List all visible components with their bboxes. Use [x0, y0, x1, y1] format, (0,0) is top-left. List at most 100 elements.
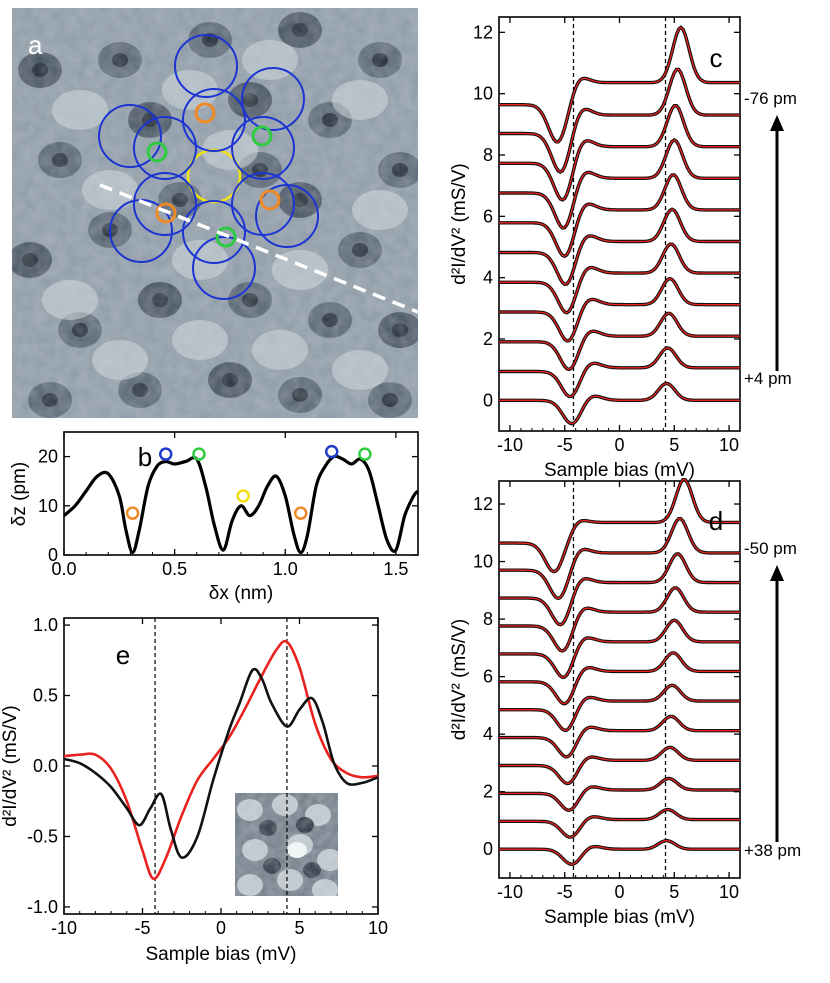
- blue-circle: [192, 236, 256, 300]
- y-tick-label: 12: [473, 22, 493, 42]
- spectrum-fit-line: [499, 312, 740, 371]
- blue-circle: [241, 67, 305, 131]
- spectrum-data-line: [499, 517, 740, 601]
- spectrum-data-line: [499, 25, 740, 144]
- y-tick-label: 8: [483, 609, 493, 629]
- spectrum-data-line: [499, 683, 740, 733]
- spectrum-data-line: [499, 618, 740, 680]
- x-tick-label: 10: [719, 435, 739, 455]
- spectrum-data-line: [499, 67, 740, 174]
- x-tick-label: 0.0: [51, 559, 76, 579]
- lattice-overlay: [98, 34, 419, 314]
- height-profile-line: [62, 454, 420, 555]
- panel-b-height-profile: 0.0 0.5 1.0 1.5 0 10 20 b δx (nm) δz (pm): [9, 431, 420, 604]
- x-tick-label: 10: [368, 918, 388, 938]
- x-tick-label: 5: [294, 918, 304, 938]
- panel-b-label: b: [138, 442, 152, 472]
- spectrum-data-line: [499, 651, 740, 706]
- profile-marker: [324, 444, 339, 459]
- x-tick-label: 0.5: [162, 559, 187, 579]
- spectrum-data-line: [499, 776, 740, 813]
- spectrum-fit-line: [499, 808, 740, 838]
- orange-circle: [194, 102, 216, 124]
- panel-c-xlabel: Sample bias (mV): [544, 460, 695, 481]
- spectrum-black-line: [63, 667, 379, 859]
- panel-d-label: d: [709, 506, 723, 536]
- spectrum-fit-line: [499, 26, 740, 143]
- blue-circle: [98, 104, 162, 168]
- y-tick-label: -0.5: [27, 826, 58, 846]
- y-tick-label: 6: [483, 206, 493, 226]
- panel-e-label: e: [116, 640, 130, 670]
- green-circle: [215, 226, 237, 248]
- panel-c-spectra: -10 -5 0 5 10 0 2 4 6 8 10 12 c Sample bias (mV) d²I/d…: [449, 16, 797, 481]
- spectrum-data-line: [499, 714, 740, 759]
- direction-arrow-head: [770, 565, 784, 581]
- spectrum-data-line: [499, 242, 740, 315]
- y-tick-label: 6: [483, 667, 493, 687]
- line-cut-dashed: [99, 183, 419, 314]
- x-tick-label: -5: [557, 882, 573, 902]
- x-tick-label: -5: [134, 918, 150, 938]
- spectrum-fit-line: [499, 105, 740, 201]
- spectrum-data-line: [499, 381, 740, 426]
- profile-marker: [293, 506, 308, 520]
- panel-c-label: c: [710, 43, 723, 73]
- y-tick-label: 2: [483, 329, 493, 349]
- y-tick-label: 4: [483, 724, 493, 744]
- spectrum-fit-line: [499, 174, 740, 257]
- y-tick-label: 0: [483, 839, 493, 859]
- x-tick-label: 5: [669, 882, 679, 902]
- profile-marker: [159, 447, 173, 461]
- profile-marker: [236, 489, 250, 503]
- y-tick-label: 8: [483, 145, 493, 165]
- blue-circle: [182, 88, 246, 152]
- spectrum-fit-line: [499, 347, 740, 398]
- profile-marker: [358, 447, 372, 461]
- spectrum-fit-line: [499, 243, 740, 314]
- panel-a-label: a: [28, 30, 43, 60]
- spectrum-fit-line: [499, 684, 740, 731]
- direction-arrow-head: [770, 115, 784, 131]
- panel-c-top-label: -76 pm: [744, 89, 797, 108]
- x-tick-label: -10: [51, 918, 77, 938]
- spectrum-fit-line: [499, 518, 740, 600]
- green-circle: [146, 141, 168, 163]
- spectrum-fit-line: [499, 587, 740, 652]
- spectrum-fit-line: [499, 777, 740, 811]
- x-tick-label: 0: [614, 435, 624, 455]
- y-tick-label: 4: [483, 268, 493, 288]
- y-tick-label: 2: [483, 782, 493, 802]
- y-tick-label: 20: [38, 447, 58, 467]
- spectrum-data-line: [499, 839, 740, 867]
- spectrum-fit-line: [499, 208, 740, 285]
- orange-circle: [259, 189, 281, 211]
- spectrum-data-line: [499, 478, 740, 574]
- panel-c-ylabel: d²I/dV² (mS/V): [449, 163, 470, 284]
- profile-marker: [125, 506, 140, 520]
- y-tick-label: 10: [38, 496, 58, 516]
- panel-d-bottom-label: +38 pm: [744, 841, 801, 860]
- x-tick-label: 5: [669, 435, 679, 455]
- spectrum-fit-line: [499, 382, 740, 425]
- spectrum-red-line: [63, 639, 379, 881]
- spectrum-fit-line: [499, 68, 740, 173]
- panel-b-ylabel: δz (pm): [9, 462, 30, 526]
- x-tick-label: -10: [497, 435, 523, 455]
- y-tick-label: 10: [473, 84, 493, 104]
- spectrum-data-line: [499, 104, 740, 202]
- panel-e-spectra: -10 -5 0 5 10 -1.0 -0.5 0.0 0.5 1.0 e Sample bias (…: [0, 615, 388, 965]
- panel-e-inset-image: [235, 793, 338, 896]
- y-tick-label: 1.0: [33, 615, 58, 635]
- spectrum-data-line: [499, 552, 740, 627]
- x-tick-label: 10: [719, 882, 739, 902]
- x-tick-label: -10: [497, 882, 523, 902]
- y-tick-label: 0.5: [33, 686, 58, 706]
- x-tick-label: 0: [614, 882, 624, 902]
- orange-circle: [155, 202, 177, 224]
- panel-e-xlabel: Sample bias (mV): [146, 944, 297, 965]
- y-tick-label: 10: [473, 552, 493, 572]
- spectrum-fit-line: [499, 619, 740, 678]
- y-tick-label: -1.0: [27, 897, 58, 917]
